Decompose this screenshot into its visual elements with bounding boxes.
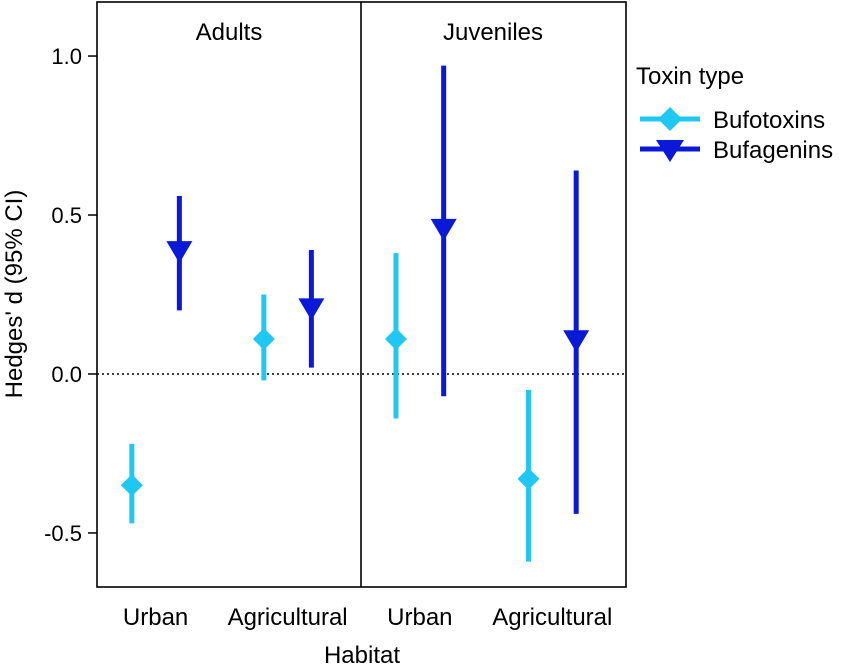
point-triangle-down (166, 241, 193, 264)
point-diamond (384, 328, 407, 351)
point-triangle-down (430, 218, 457, 241)
point-diamond (120, 474, 143, 497)
panel-label-adults: Adults (196, 19, 263, 46)
legend-label-bufagenins: Bufagenins (713, 137, 833, 164)
y-tick-label: 0.5 (51, 203, 82, 228)
x-tick-label: Urban (123, 604, 188, 631)
legend: Toxin type Bufotoxins Bufagenins (636, 63, 833, 164)
point-triangle-down (563, 330, 590, 353)
x-tick-label: Agricultural (228, 604, 348, 631)
legend-triangle-down-icon (656, 140, 684, 162)
legend-label-bufotoxins: Bufotoxins (713, 107, 825, 134)
plot-area (96, 1, 627, 588)
y-tick-label: 1.0 (51, 44, 82, 69)
legend-title: Toxin type (636, 63, 744, 90)
chart-marks (120, 65, 590, 562)
point-diamond (252, 328, 275, 351)
x-tick-label: Agricultural (492, 604, 612, 631)
x-tick-label: Urban (387, 604, 452, 631)
x-axis-label: Habitat (324, 642, 400, 668)
y-tick-label: 0.0 (51, 362, 82, 387)
point-triangle-down (298, 298, 325, 321)
y-tick-label: -0.5 (44, 521, 82, 546)
y-axis-label: Hedges' d (95% CI) (1, 190, 28, 399)
legend-diamond-icon (658, 107, 682, 131)
panel-label-juveniles: Juveniles (443, 19, 543, 46)
axes: -0.5 0.0 0.5 1.0 Urban Agricultural Urban Agric… (44, 44, 612, 631)
point-diamond (517, 467, 540, 490)
